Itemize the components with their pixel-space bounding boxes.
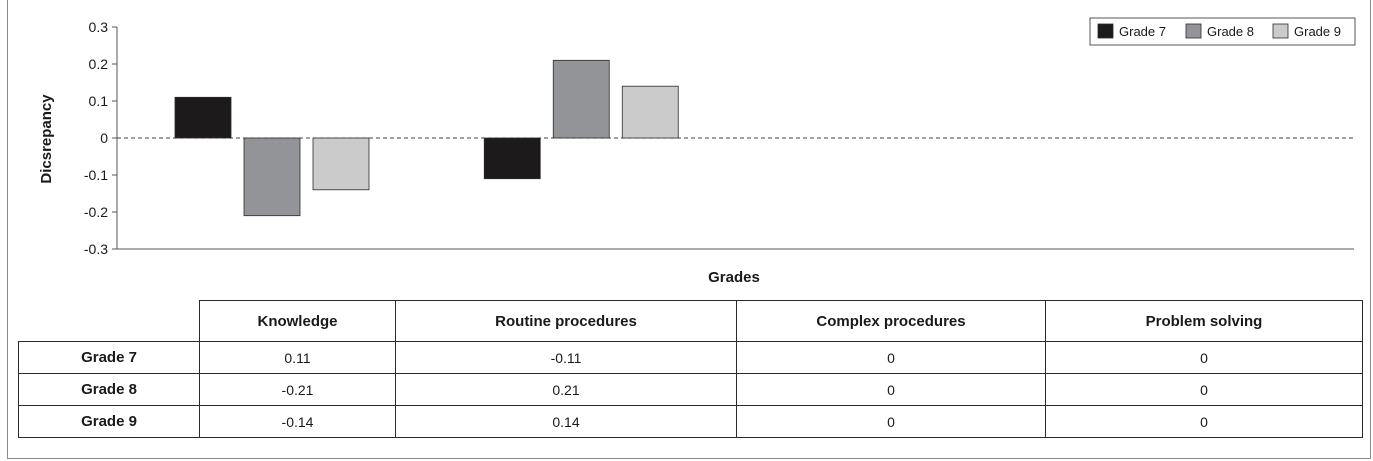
legend-label: Grade 7 [1119,24,1166,39]
table-corner-cell [18,300,200,342]
bar-grade-8-knowledge [243,137,301,217]
bar-grade-8-routine-procedures [552,59,610,139]
table-row: Grade 9 -0.14 0.14 0 0 [18,405,1363,438]
table-cell: -0.21 [199,373,396,406]
table-body: Grade 7 0.11 -0.11 0 0 Grade 8 -0.21 0.21 0 0 Grad… [18,341,1363,438]
legend-swatch [1097,23,1114,39]
table-cell: 0.14 [395,405,737,438]
table-cell: 0 [1045,341,1363,374]
bar-grade-7-knowledge [174,96,232,139]
bar-grade-9-routine-procedures [621,85,679,139]
y-axis-label: Dicsrepancy [38,94,55,184]
table-row-header: Grade 9 [18,405,200,438]
y-tick-label: 0.3 [89,19,109,35]
y-tick-label: 0 [100,130,108,146]
data-table: Knowledge Routine procedures Complex proce… [18,300,1363,438]
y-tick-label: -0.2 [84,204,108,220]
table-cell: 0 [736,405,1046,438]
table-cell: -0.11 [395,341,737,374]
y-tick-label: -0.3 [84,241,108,257]
bar-grade-7-routine-procedures [483,137,541,180]
table-cell: 0 [736,341,1046,374]
bar-chart: 0.30.20.10-0.1-0.2-0.3 Grade 7 Grade 8 Gra… [38,17,1356,286]
table-column-header: Knowledge [199,300,396,342]
table-row-header: Grade 8 [18,373,200,406]
legend-swatch [1185,23,1202,39]
table-cell: 0 [736,373,1046,406]
table-cell: -0.14 [199,405,396,438]
table-column-header: Problem solving [1045,300,1363,342]
table-cell: 0.11 [199,341,396,374]
table-row: Grade 7 0.11 -0.11 0 0 [18,341,1363,374]
table-row-header: Grade 7 [18,341,200,374]
legend: Grade 7 Grade 8 Grade 9 [1089,17,1356,46]
chart-frame [7,0,1371,459]
table-cell: 0 [1045,373,1363,406]
legend-label: Grade 9 [1294,24,1341,39]
y-tick-label: 0.1 [89,93,109,109]
x-axis-label: Grades [708,269,760,286]
bar-grade-9-knowledge [312,137,370,191]
table-cell: 0 [1045,405,1363,438]
y-tick-label: 0.2 [89,56,109,72]
y-tick-label: -0.1 [84,167,108,183]
table-cell: 0.21 [395,373,737,406]
table-header-row: Knowledge Routine procedures Complex proce… [18,300,1363,342]
table-row: Grade 8 -0.21 0.21 0 0 [18,373,1363,406]
bars-group [174,59,679,217]
table-column-header: Complex procedures [736,300,1046,342]
legend-label: Grade 8 [1207,24,1254,39]
table-column-header: Routine procedures [395,300,737,342]
legend-swatch [1272,23,1289,39]
legend-box [1089,17,1356,46]
